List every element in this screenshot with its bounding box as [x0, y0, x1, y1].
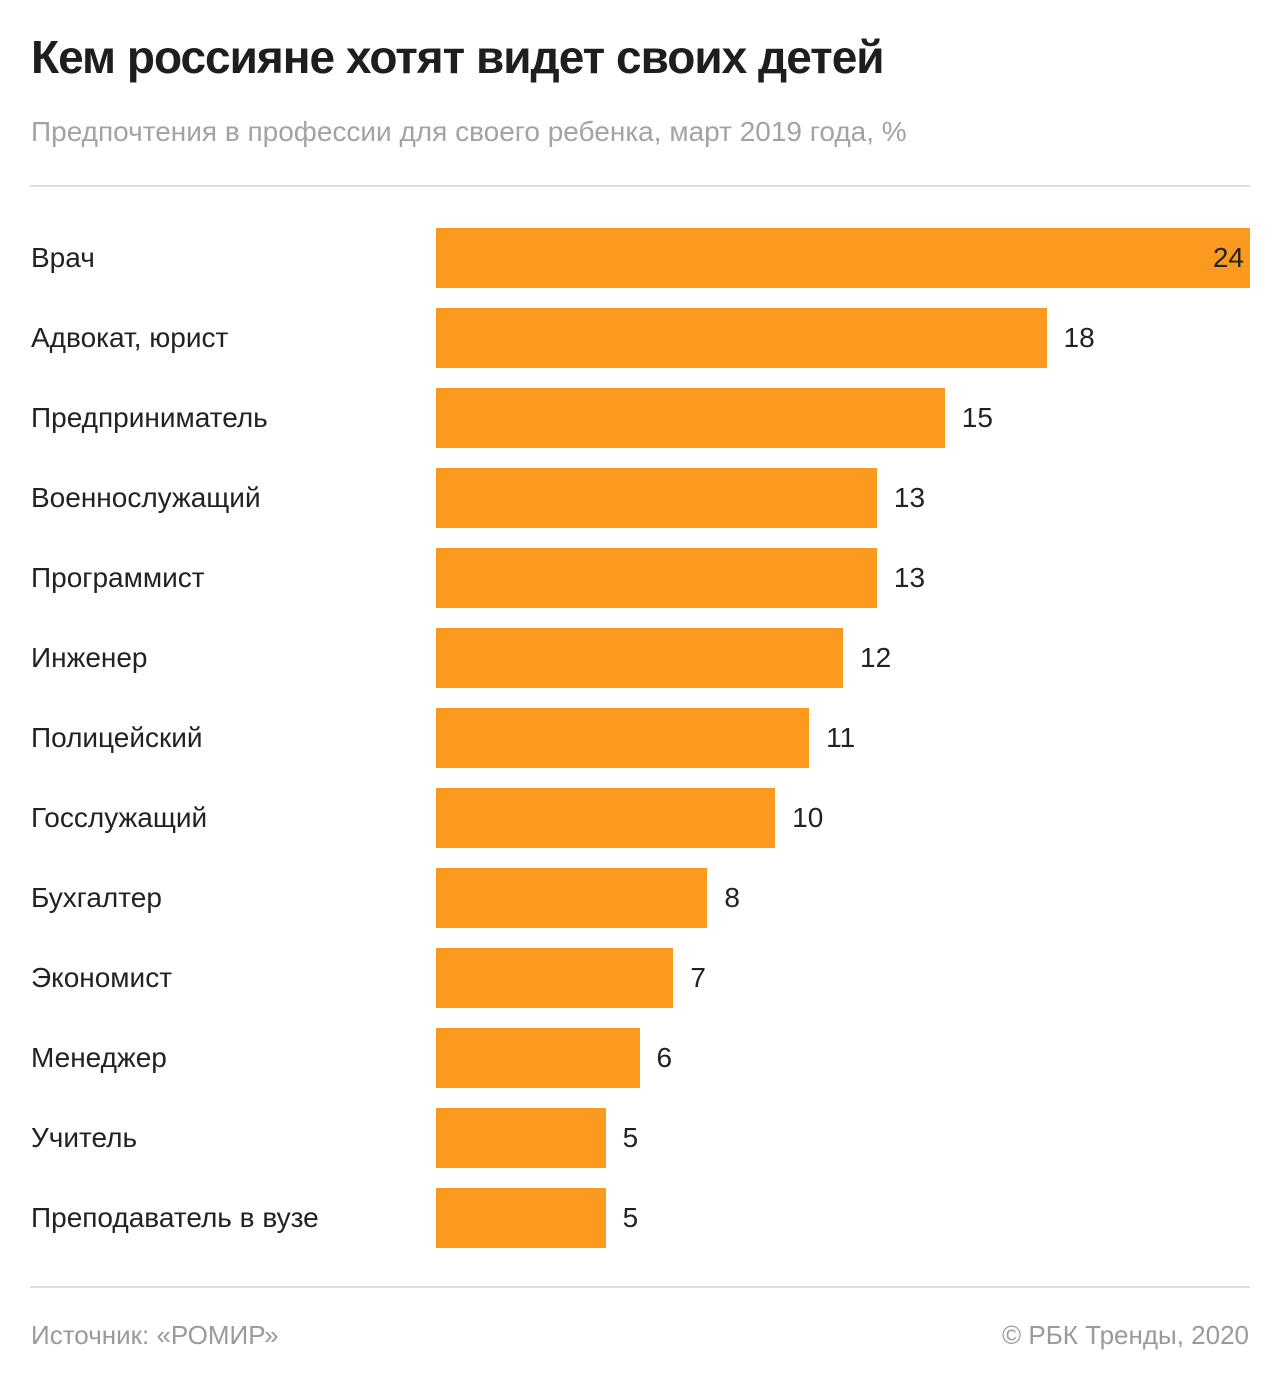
chart-title: Кем россияне хотят видет своих детей [31, 31, 885, 83]
bar [436, 948, 674, 1008]
category-label: Менеджер [31, 1042, 167, 1073]
bar [436, 628, 843, 688]
data-label: 10 [792, 802, 824, 833]
category-label: Военнослужащий [31, 482, 261, 513]
data-label: 5 [622, 1122, 639, 1153]
bar [436, 468, 877, 528]
category-label: Учитель [31, 1122, 138, 1153]
category-label: Инженер [31, 642, 148, 673]
data-label: 13 [893, 482, 926, 513]
bar [436, 388, 945, 448]
data-label: 6 [656, 1042, 673, 1073]
source-note: Источник: «РОМИР» [31, 1320, 279, 1350]
bar [436, 1188, 606, 1248]
category-label: Программист [31, 562, 205, 593]
chart-subtitle: Предпочтения в профессии для своего ребе… [31, 116, 907, 147]
data-label: 5 [622, 1202, 639, 1233]
category-label: Бухгалтер [31, 882, 162, 913]
category-label: Полицейский [31, 722, 203, 753]
bar [436, 228, 1250, 288]
data-label: 11 [826, 722, 856, 753]
bar [436, 868, 708, 928]
data-label: 18 [1063, 322, 1095, 353]
data-label: 13 [893, 562, 926, 593]
bar [436, 1028, 640, 1088]
bar [436, 788, 776, 848]
data-label: 24 [1212, 242, 1244, 273]
top-divider [30, 185, 1250, 187]
bar [436, 1108, 606, 1168]
bar [436, 708, 810, 768]
bar [436, 308, 1047, 368]
data-label: 8 [724, 882, 740, 913]
data-label: 15 [961, 402, 993, 433]
data-label: 12 [860, 642, 892, 673]
category-label: Предприниматель [31, 402, 268, 433]
category-label: Адвокат, юрист [31, 322, 229, 353]
category-label: Врач [31, 242, 95, 273]
data-label: 7 [690, 962, 706, 993]
category-label: Преподаватель в вузе [31, 1202, 319, 1233]
category-label: Экономист [31, 962, 173, 993]
category-label: Госслужащий [31, 802, 208, 833]
bar [436, 548, 877, 608]
copyright-note: © РБК Тренды, 2020 [1002, 1320, 1249, 1350]
bottom-divider [30, 1286, 1250, 1288]
